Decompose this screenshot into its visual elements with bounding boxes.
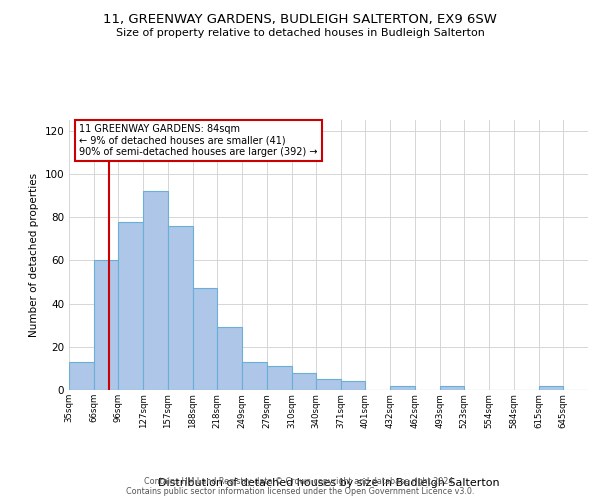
X-axis label: Distribution of detached houses by size in Budleigh Salterton: Distribution of detached houses by size … bbox=[158, 478, 499, 488]
Bar bbox=[292, 372, 316, 390]
Text: 11, GREENWAY GARDENS, BUDLEIGH SALTERTON, EX9 6SW: 11, GREENWAY GARDENS, BUDLEIGH SALTERTON… bbox=[103, 12, 497, 26]
Y-axis label: Number of detached properties: Number of detached properties bbox=[29, 173, 39, 337]
Text: Contains public sector information licensed under the Open Government Licence v3: Contains public sector information licen… bbox=[126, 487, 474, 496]
Bar bbox=[143, 192, 168, 390]
Bar bbox=[193, 288, 217, 390]
Bar bbox=[539, 386, 563, 390]
Text: Contains HM Land Registry data © Crown copyright and database right 2024.: Contains HM Land Registry data © Crown c… bbox=[144, 477, 456, 486]
Bar bbox=[391, 386, 415, 390]
Bar bbox=[440, 386, 464, 390]
Bar bbox=[118, 222, 143, 390]
Bar bbox=[242, 362, 266, 390]
Bar bbox=[94, 260, 118, 390]
Bar bbox=[316, 379, 341, 390]
Text: 11 GREENWAY GARDENS: 84sqm
← 9% of detached houses are smaller (41)
90% of semi-: 11 GREENWAY GARDENS: 84sqm ← 9% of detac… bbox=[79, 124, 318, 157]
Bar bbox=[69, 362, 94, 390]
Bar bbox=[168, 226, 193, 390]
Bar bbox=[341, 382, 365, 390]
Text: Size of property relative to detached houses in Budleigh Salterton: Size of property relative to detached ho… bbox=[116, 28, 484, 38]
Bar bbox=[217, 328, 242, 390]
Bar bbox=[266, 366, 292, 390]
